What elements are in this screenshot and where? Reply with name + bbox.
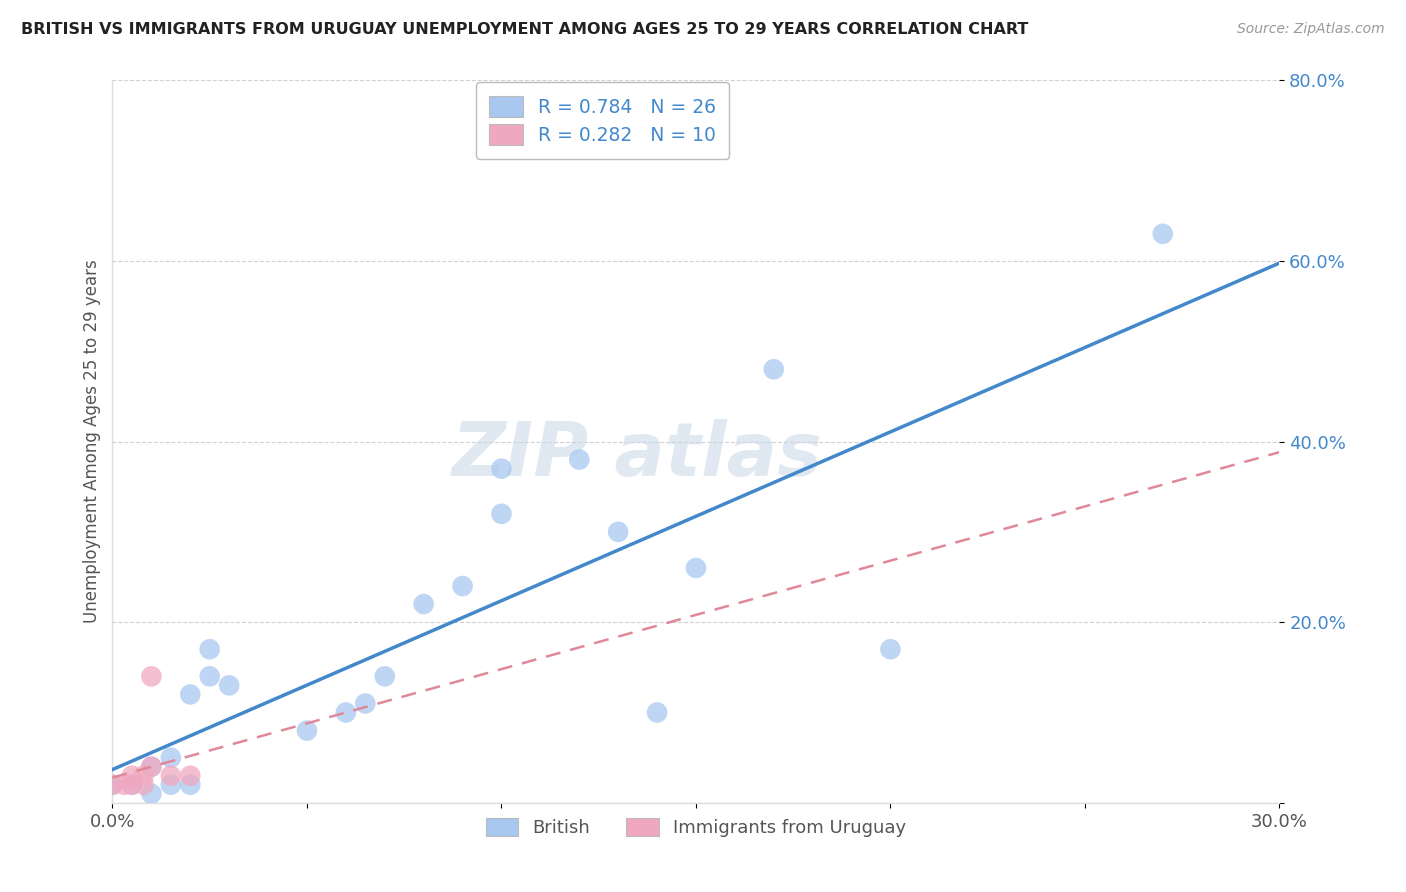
- Point: [112, 778, 135, 792]
- Point: [412, 597, 434, 611]
- Point: [198, 642, 221, 657]
- Point: [374, 669, 396, 683]
- Point: [160, 769, 183, 783]
- Y-axis label: Unemployment Among Ages 25 to 29 years: Unemployment Among Ages 25 to 29 years: [83, 260, 101, 624]
- Point: [132, 769, 155, 783]
- Point: [607, 524, 630, 539]
- Point: [491, 461, 513, 475]
- Point: [762, 362, 785, 376]
- Point: [491, 507, 513, 521]
- Point: [685, 561, 707, 575]
- Point: [645, 706, 668, 720]
- Point: [218, 678, 240, 692]
- Point: [121, 778, 143, 792]
- Point: [141, 787, 163, 801]
- Point: [179, 687, 201, 701]
- Point: [179, 769, 201, 783]
- Point: [568, 452, 591, 467]
- Point: [160, 750, 183, 764]
- Text: BRITISH VS IMMIGRANTS FROM URUGUAY UNEMPLOYMENT AMONG AGES 25 TO 29 YEARS CORREL: BRITISH VS IMMIGRANTS FROM URUGUAY UNEMP…: [21, 22, 1028, 37]
- Text: Source: ZipAtlas.com: Source: ZipAtlas.com: [1237, 22, 1385, 37]
- Point: [121, 769, 143, 783]
- Point: [295, 723, 318, 738]
- Point: [354, 697, 377, 711]
- Point: [101, 778, 124, 792]
- Point: [198, 669, 221, 683]
- Text: ZIP atlas: ZIP atlas: [453, 419, 823, 492]
- Legend: British, Immigrants from Uruguay: British, Immigrants from Uruguay: [478, 811, 914, 845]
- Point: [451, 579, 474, 593]
- Point: [132, 778, 155, 792]
- Point: [335, 706, 357, 720]
- Point: [141, 760, 163, 774]
- Point: [141, 669, 163, 683]
- Point: [879, 642, 901, 657]
- Point: [101, 778, 124, 792]
- Point: [160, 778, 183, 792]
- Point: [121, 778, 143, 792]
- Point: [1152, 227, 1174, 241]
- Point: [179, 778, 201, 792]
- Point: [141, 760, 163, 774]
